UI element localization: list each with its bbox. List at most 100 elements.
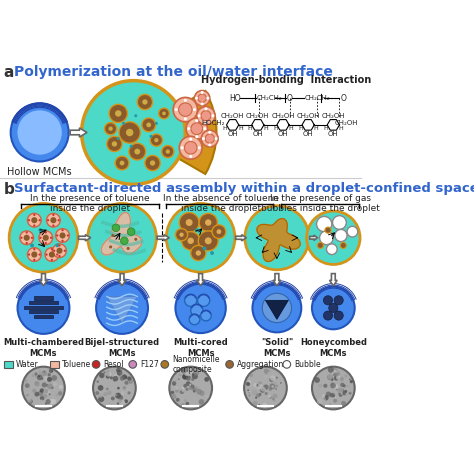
Circle shape xyxy=(51,399,56,404)
Text: "Solid"
MCMs: "Solid" MCMs xyxy=(261,338,293,358)
Circle shape xyxy=(191,378,194,381)
Circle shape xyxy=(276,376,278,379)
Circle shape xyxy=(330,382,334,385)
Circle shape xyxy=(258,382,262,385)
Circle shape xyxy=(257,383,263,389)
Circle shape xyxy=(48,393,51,395)
Circle shape xyxy=(198,146,201,149)
Circle shape xyxy=(34,381,39,386)
Circle shape xyxy=(173,383,175,385)
Circle shape xyxy=(175,283,226,333)
Circle shape xyxy=(182,380,186,383)
Circle shape xyxy=(194,386,199,391)
Circle shape xyxy=(182,374,188,380)
Circle shape xyxy=(253,401,258,406)
Circle shape xyxy=(180,391,182,394)
Circle shape xyxy=(60,232,65,238)
Circle shape xyxy=(184,141,197,154)
Circle shape xyxy=(106,372,109,375)
Circle shape xyxy=(191,246,206,261)
Circle shape xyxy=(51,248,53,250)
Circle shape xyxy=(273,383,275,384)
Circle shape xyxy=(334,376,339,381)
Circle shape xyxy=(173,98,198,122)
Circle shape xyxy=(126,387,132,392)
Circle shape xyxy=(340,242,346,248)
Circle shape xyxy=(9,203,78,272)
Circle shape xyxy=(269,383,275,389)
Circle shape xyxy=(171,394,176,399)
Circle shape xyxy=(248,380,251,383)
Circle shape xyxy=(166,203,235,272)
Text: OH: OH xyxy=(253,131,263,137)
Circle shape xyxy=(26,394,29,396)
Circle shape xyxy=(123,386,126,390)
Circle shape xyxy=(179,213,199,232)
Text: Surfactant-directed assembly within a droplet-confined space: Surfactant-directed assembly within a dr… xyxy=(14,182,474,195)
Circle shape xyxy=(18,282,69,334)
Circle shape xyxy=(38,375,40,377)
Circle shape xyxy=(179,103,192,116)
Circle shape xyxy=(182,386,184,389)
Circle shape xyxy=(32,389,36,393)
Circle shape xyxy=(176,398,180,401)
Circle shape xyxy=(145,155,160,171)
Text: Toluene: Toluene xyxy=(62,360,91,369)
Circle shape xyxy=(150,160,155,166)
Polygon shape xyxy=(197,273,204,286)
Circle shape xyxy=(186,118,208,139)
Circle shape xyxy=(49,252,55,257)
Text: CH₂OH: CH₂OH xyxy=(335,120,358,127)
Circle shape xyxy=(115,156,129,170)
Circle shape xyxy=(307,211,360,264)
Text: CH₂OH: CH₂OH xyxy=(246,113,270,118)
Circle shape xyxy=(116,368,120,373)
Circle shape xyxy=(271,381,276,387)
Circle shape xyxy=(330,383,336,389)
Circle shape xyxy=(258,404,260,406)
Circle shape xyxy=(329,403,331,405)
Circle shape xyxy=(120,237,128,245)
Circle shape xyxy=(195,119,198,122)
Circle shape xyxy=(204,377,209,382)
Circle shape xyxy=(122,122,125,125)
Circle shape xyxy=(197,107,215,125)
Text: Hollow MCMs: Hollow MCMs xyxy=(8,167,72,177)
Circle shape xyxy=(31,217,37,223)
Circle shape xyxy=(330,393,335,398)
Circle shape xyxy=(339,377,344,381)
Circle shape xyxy=(329,303,338,312)
Circle shape xyxy=(39,400,44,405)
Circle shape xyxy=(113,380,115,382)
Circle shape xyxy=(340,392,343,395)
Circle shape xyxy=(117,370,119,373)
Circle shape xyxy=(198,114,201,117)
Circle shape xyxy=(33,259,36,261)
Circle shape xyxy=(328,367,334,373)
Circle shape xyxy=(52,214,55,216)
Circle shape xyxy=(169,367,212,410)
Circle shape xyxy=(248,394,251,397)
Circle shape xyxy=(99,373,105,378)
Text: H: H xyxy=(273,126,278,131)
Circle shape xyxy=(47,377,52,382)
Circle shape xyxy=(47,377,53,383)
Circle shape xyxy=(126,129,133,136)
Text: Aggregation: Aggregation xyxy=(237,360,284,369)
Circle shape xyxy=(49,369,53,373)
Bar xyxy=(29,301,58,304)
Text: CH₂OH: CH₂OH xyxy=(221,113,245,118)
Text: H: H xyxy=(298,126,303,131)
Circle shape xyxy=(43,390,46,393)
Circle shape xyxy=(108,404,111,407)
Circle shape xyxy=(175,108,178,111)
Circle shape xyxy=(162,111,166,115)
Circle shape xyxy=(333,399,337,403)
Circle shape xyxy=(343,392,346,395)
Circle shape xyxy=(194,91,210,106)
Circle shape xyxy=(330,374,333,377)
Circle shape xyxy=(106,371,111,377)
Polygon shape xyxy=(265,301,288,319)
Circle shape xyxy=(269,388,272,391)
Circle shape xyxy=(119,122,140,143)
